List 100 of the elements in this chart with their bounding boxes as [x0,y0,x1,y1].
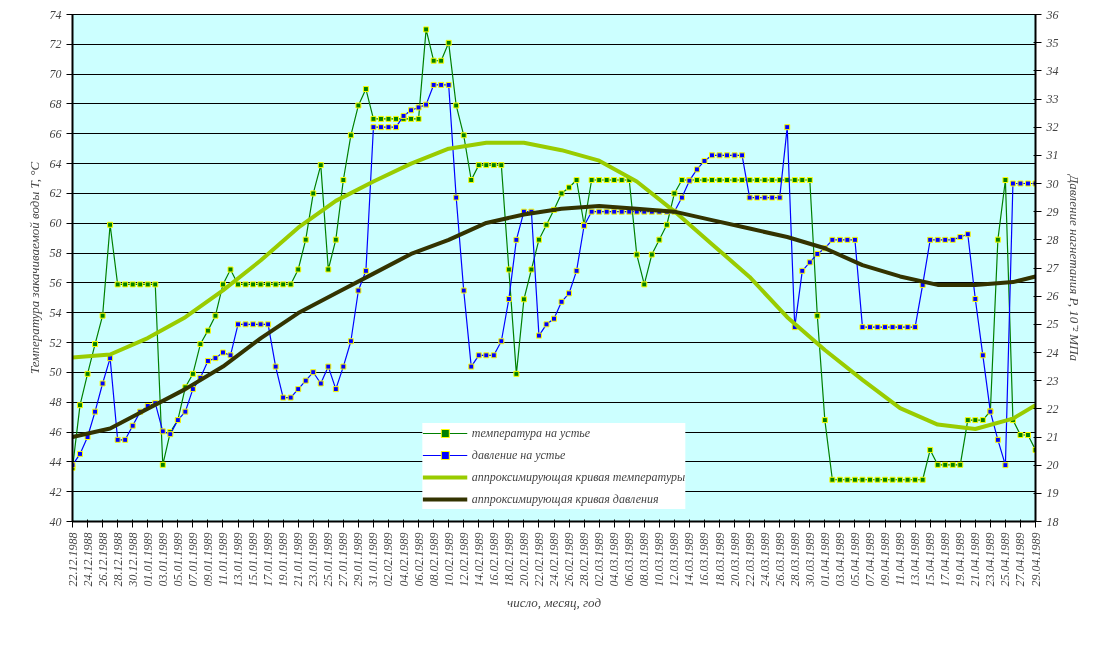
x-tick-label: 07.04.1989 [862,532,877,587]
x-tick-label: 23.01.1989 [306,532,321,587]
x-tick-label: 22.12.1988 [65,532,80,587]
x-tick-label: 16.03.1989 [697,532,712,587]
x-tick-label: 17.04.1989 [938,532,953,587]
y2-tick-label: 28 [1046,232,1059,247]
x-tick-label: 29.01.1989 [351,532,366,587]
y-tick-label: 62 [49,186,62,201]
x-tick-label: 19.04.1989 [953,532,968,587]
y2-tick-label: 25 [1046,317,1059,332]
y-tick-label: 58 [49,246,62,261]
x-tick-label: 05.01.1989 [170,532,185,587]
x-tick-label: 08.03.1989 [637,532,652,587]
y-tick-label: 52 [49,335,62,350]
x-tick-label: 11.04.1989 [893,532,908,586]
y-tick-label: 50 [49,365,62,380]
y2-tick-label: 32 [1045,120,1059,135]
y2-tick-label: 31 [1045,148,1059,163]
x-tick-label: 18.02.1989 [501,532,516,587]
x-tick-label: 12.03.1989 [667,532,682,587]
y2-tick-label: 29 [1046,204,1059,219]
x-tick-label: 11.01.1989 [215,532,230,586]
x-tick-label: 06.02.1989 [411,532,426,587]
x-tick-label: 08.02.1989 [426,532,441,587]
y-tick-label: 60 [49,216,62,231]
x-tick-label: 26.03.1989 [772,532,787,587]
legend-label: аппроксимирующая кривая давления [471,491,659,507]
x-tick-label: 13.04.1989 [908,532,923,587]
y2-tick-label: 27 [1046,261,1060,275]
line-series [72,204,1036,439]
x-tick-label: 20.03.1989 [727,532,742,587]
x-tick-label: 10.02.1989 [441,532,456,587]
x-tick-label: 30.12.1988 [125,532,140,588]
x-tick-label: 18.03.1989 [712,532,727,587]
x-tick-label: 24.03.1989 [757,532,772,587]
x-tick-label: 24.12.1988 [80,532,95,587]
legend-label: давление на устье [471,447,566,463]
x-tick-label: 22.03.1989 [742,532,757,587]
y2-tick-label: 36 [1045,7,1059,22]
y-tick-label: 64 [49,156,62,171]
y-tick-label: 68 [49,96,62,111]
y2-tick-label: 23 [1046,373,1059,388]
x-tick-label: 31.01.1989 [366,532,381,588]
legend-label: аппроксимирующая кривая температуры [471,469,686,485]
x-tick-label: 21.04.1989 [968,532,983,587]
x-tick-label: 27.01.1989 [336,532,351,587]
y-tick-label: 56 [49,275,62,290]
x-tick-label: 04.02.1989 [396,532,411,587]
legend-label: температура на устье [471,425,591,441]
x-tick-label: 14.03.1989 [682,532,697,587]
y-tick-label: 46 [49,425,62,440]
y-tick-label: 72 [49,37,62,52]
y2-tick-label: 26 [1046,289,1059,304]
x-tick-label: 23.04.1989 [983,532,998,587]
x-tick-label: 28.02.1989 [577,532,592,587]
y2-tick-label: 20 [1046,458,1059,473]
x-tick-label: 24.02.1989 [547,532,561,587]
x-tick-label: 15.01.1989 [246,532,261,587]
x-tick-label: 25.01.1989 [321,532,336,587]
x-tick-label: 16.02.1989 [486,532,501,587]
x-tick-label: 17.01.1989 [261,532,276,587]
y2-axis-title: Давление нагнетания P, 10⁻² МПа [1066,172,1082,362]
x-tick-label: 07.01.1989 [185,532,200,587]
x-tick-label: 01.01.1989 [140,532,155,587]
x-tick-label: 22.02.1989 [531,532,546,587]
x-tick-label: 06.03.1989 [622,532,637,587]
x-tick-label: 20.02.1989 [516,532,531,587]
x-tick-label: 02.02.1989 [381,532,396,587]
x-tick-label: 27.04.1989 [1013,532,1028,587]
x-tick-label: 15.04.1989 [923,532,938,587]
x-tick-label: 09.01.1989 [200,532,215,587]
y-tick-label: 48 [49,395,62,410]
y-tick-label: 74 [49,7,62,22]
y-axis-title: Температура закачиваемой воды T, °C [26,161,42,375]
x-tick-label: 26.12.1988 [95,532,110,587]
x-tick-label: 29.04.1989 [1028,532,1043,587]
y2-tick-label: 18 [1046,514,1059,529]
x-tick-label: 19.01.1989 [276,532,291,587]
y2-tick-label: 35 [1045,35,1059,50]
y2-tick-label: 24 [1046,345,1059,360]
y2-tick-label: 30 [1045,176,1059,191]
x-tick-label: 09.04.1989 [878,532,893,587]
x-tick-label: 26.02.1989 [562,532,577,587]
x-tick-label: 05.04.1989 [847,532,862,587]
y-tick-label: 54 [49,305,62,320]
x-tick-label: 03.04.1989 [832,532,847,587]
x-tick-label: 12.02.1989 [456,532,471,587]
y2-tick-label: 33 [1045,92,1059,106]
x-tick-label: 01.04.1989 [817,532,832,587]
y2-tick-label: 21 [1046,430,1059,444]
x-tick-label: 04.03.1989 [607,532,622,587]
x-tick-label: 13.01.1989 [231,532,246,587]
y-tick-label: 42 [49,484,62,499]
x-tick-label: 28.12.1988 [110,532,125,587]
y-tick-label: 40 [49,514,62,529]
y2-tick-label: 22 [1046,401,1059,416]
y-tick-label: 44 [49,454,62,469]
x-tick-label: 14.02.1989 [471,532,486,587]
y-tick-label: 66 [49,126,62,141]
x-tick-label: 25.04.1989 [998,532,1013,587]
